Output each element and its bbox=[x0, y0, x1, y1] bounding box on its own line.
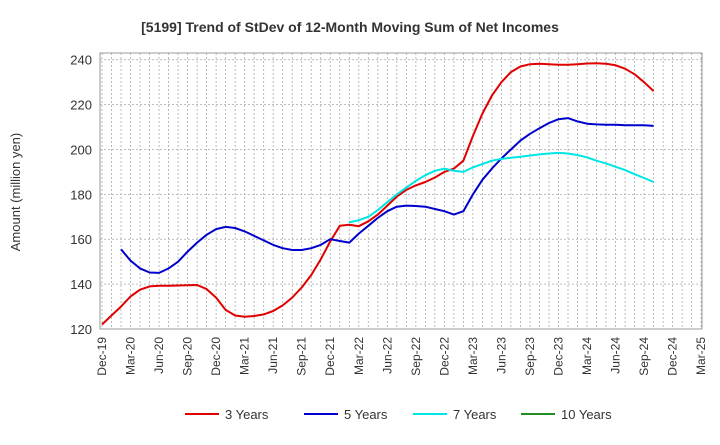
x-tick-label: Sep-24 bbox=[637, 337, 651, 376]
y-tick-label: 160 bbox=[70, 232, 92, 247]
x-tick-label: Jun-23 bbox=[494, 337, 508, 374]
x-tick-label: Mar-22 bbox=[352, 337, 366, 375]
x-tick-label: Mar-24 bbox=[580, 337, 594, 375]
y-tick-label: 220 bbox=[70, 98, 92, 113]
x-tick-label: Sep-23 bbox=[523, 337, 537, 376]
x-tick-label: Mar-25 bbox=[694, 337, 708, 375]
x-axis: Dec-19 Mar-20 Jun-20 Sep-20 Dec-20 Mar-21 Jun-… bbox=[95, 337, 708, 376]
y-tick-label: 120 bbox=[70, 322, 92, 337]
grid bbox=[100, 53, 702, 330]
legend: 3 Years 5 Years 7 Years 10 Years bbox=[185, 407, 612, 422]
y-axis-label: Amount (million yen) bbox=[8, 133, 23, 252]
x-tick-label: Mar-20 bbox=[124, 337, 138, 375]
y-tick-label: 140 bbox=[70, 277, 92, 292]
x-tick-label: Jun-20 bbox=[152, 337, 166, 374]
legend-label: 10 Years bbox=[561, 407, 612, 422]
y-tick-label: 200 bbox=[70, 142, 92, 157]
legend-label: 3 Years bbox=[225, 407, 269, 422]
y-tick-label: 180 bbox=[70, 187, 92, 202]
x-tick-label: Dec-23 bbox=[551, 337, 565, 376]
series-line-3-years bbox=[101, 62, 655, 326]
x-tick-label: Jun-21 bbox=[266, 337, 280, 374]
y-axis: 120 140 160 180 200 220 240 bbox=[70, 53, 92, 337]
x-tick-label: Sep-22 bbox=[409, 337, 423, 376]
x-tick-label: Dec-21 bbox=[323, 337, 337, 376]
legend-label: 5 Years bbox=[344, 407, 388, 422]
legend-label: 7 Years bbox=[453, 407, 497, 422]
series-line-7-years bbox=[349, 151, 654, 224]
y-tick-label: 240 bbox=[70, 53, 92, 68]
series-lines bbox=[101, 62, 655, 326]
x-tick-label: Dec-19 bbox=[95, 337, 109, 376]
chart-title: [5199] Trend of StDev of 12-Month Moving… bbox=[141, 19, 559, 35]
plot-frame bbox=[99, 52, 703, 330]
series-line-5-years bbox=[120, 117, 654, 274]
x-tick-label: Dec-22 bbox=[437, 337, 451, 376]
x-tick-label: Sep-21 bbox=[295, 337, 309, 376]
x-tick-label: Sep-20 bbox=[181, 337, 195, 376]
x-tick-label: Dec-24 bbox=[666, 337, 680, 376]
x-tick-label: Jun-24 bbox=[609, 337, 623, 374]
x-tick-label: Mar-23 bbox=[466, 337, 480, 375]
x-tick-label: Dec-20 bbox=[209, 337, 223, 376]
x-tick-label: Jun-22 bbox=[380, 337, 394, 374]
x-tick-label: Mar-21 bbox=[238, 337, 252, 375]
